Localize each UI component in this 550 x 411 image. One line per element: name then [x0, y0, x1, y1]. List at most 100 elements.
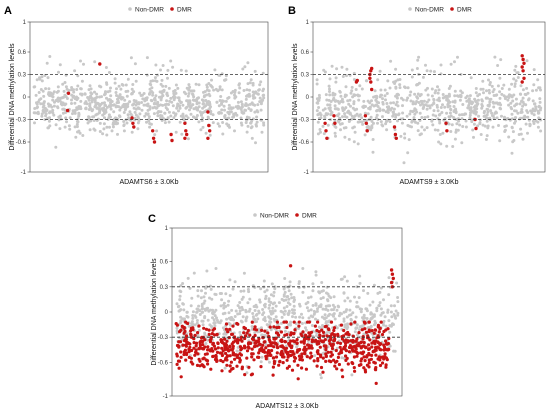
non-dmr-point [483, 124, 487, 128]
dmr-point [336, 341, 340, 345]
non-dmr-point [260, 355, 264, 359]
non-dmr-point [335, 113, 339, 117]
non-dmr-point [342, 291, 346, 295]
non-dmr-point [334, 76, 338, 80]
dmr-point [344, 354, 348, 358]
non-dmr-point [403, 85, 406, 89]
dmr-point [206, 136, 210, 140]
non-dmr-point [348, 308, 352, 312]
non-dmr-point [345, 67, 349, 71]
dmr-point [346, 332, 350, 336]
non-dmr-point [221, 132, 225, 136]
non-dmr-point [114, 119, 118, 123]
dmr-point [332, 326, 337, 330]
y-tick-label: 0.6 [301, 50, 310, 56]
non-dmr-point [199, 128, 203, 132]
dmr-point [189, 333, 193, 337]
non-dmr-point [442, 118, 446, 122]
x-axis-title: ADAMTS9 ± 3.0Kb [399, 179, 458, 186]
dmr-point [243, 334, 248, 338]
non-dmr-point [348, 98, 352, 102]
non-dmr-point [347, 120, 351, 123]
non-dmr-point [353, 330, 357, 334]
non-dmr-point [48, 110, 52, 114]
non-dmr-point [207, 82, 211, 85]
non-dmr-point [328, 93, 332, 97]
non-dmr-point [85, 102, 89, 106]
non-dmr-point [421, 75, 425, 79]
dmr-point [201, 343, 205, 347]
non-dmr-point [229, 110, 233, 114]
dmr-point [323, 338, 327, 342]
non-dmr-point [461, 103, 465, 106]
non-dmr-point [240, 305, 244, 309]
non-dmr-point [388, 86, 392, 90]
non-dmr-point [317, 290, 321, 294]
non-dmr-point [414, 102, 417, 106]
non-dmr-point [252, 305, 256, 308]
non-dmr-point [319, 113, 323, 117]
dmr-point [283, 340, 287, 344]
non-dmr-point [356, 93, 360, 97]
non-dmr-point [182, 308, 186, 312]
non-dmr-point [372, 283, 376, 287]
non-dmr-point [64, 95, 68, 99]
non-dmr-point [117, 114, 121, 118]
non-dmr-point [490, 111, 494, 115]
y-tick-label: 0 [165, 310, 169, 316]
non-dmr-point [370, 99, 373, 103]
dmr-point [342, 347, 346, 351]
non-dmr-point [445, 98, 449, 102]
dmr-point [275, 320, 279, 324]
non-dmr-point [238, 82, 241, 86]
non-dmr-point [202, 295, 206, 299]
non-dmr-point [61, 111, 65, 115]
non-dmr-point [314, 270, 318, 274]
y-tick-label: 0.6 [18, 50, 27, 56]
non-dmr-point [521, 100, 525, 104]
non-dmr-point [338, 311, 342, 315]
non-dmr-point [238, 301, 242, 304]
non-dmr-point [76, 84, 80, 88]
dmr-point [239, 335, 244, 339]
non-dmr-point [410, 68, 414, 72]
non-dmr-point [513, 82, 517, 86]
non-dmr-point [214, 87, 218, 91]
non-dmr-point [172, 116, 176, 120]
non-dmr-point [369, 311, 373, 315]
non-dmr-point [436, 128, 440, 132]
non-dmr-point [350, 114, 354, 118]
non-dmr-point [46, 126, 50, 130]
non-dmr-point [485, 119, 489, 123]
non-dmr-point [163, 111, 167, 115]
non-dmr-point [197, 120, 201, 124]
non-dmr-point [165, 91, 169, 95]
non-dmr-point [372, 313, 376, 317]
dmr-point [226, 348, 230, 352]
non-dmr-point [321, 124, 325, 128]
non-dmr-point [189, 112, 193, 116]
non-dmr-point [439, 72, 443, 76]
non-dmr-point [194, 315, 198, 319]
non-dmr-point [376, 105, 380, 108]
dmr-point [370, 353, 374, 357]
dmr-point [184, 129, 188, 133]
dmr-point [520, 54, 524, 58]
non-dmr-point [51, 111, 55, 115]
non-dmr-point [454, 128, 458, 132]
dmr-point [292, 320, 296, 324]
non-dmr-point [243, 65, 247, 69]
non-dmr-point [263, 290, 267, 294]
non-dmr-point [249, 126, 253, 130]
non-dmr-point [398, 83, 402, 87]
non-dmr-point [422, 105, 426, 109]
non-dmr-point [384, 98, 387, 102]
non-dmr-point [240, 102, 244, 106]
non-dmr-point [328, 87, 331, 91]
non-dmr-point [362, 99, 366, 103]
non-dmr-point [91, 98, 95, 101]
non-dmr-point [396, 119, 399, 123]
non-dmr-point [159, 103, 162, 107]
non-dmr-point [134, 79, 138, 83]
non-dmr-point [354, 315, 358, 319]
